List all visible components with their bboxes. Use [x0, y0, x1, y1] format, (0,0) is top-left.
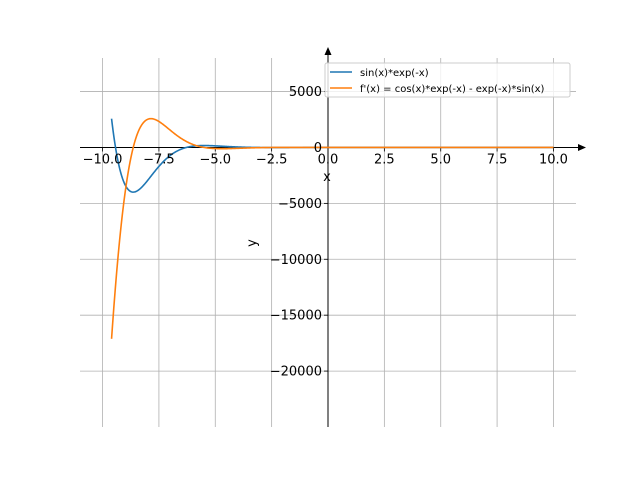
- series-lines: [110, 117, 554, 339]
- x-tick-label-3: −2.5: [256, 152, 288, 167]
- y-tick-label-0: 5000: [289, 85, 322, 100]
- x-axis-arrow: [578, 143, 586, 151]
- x-tick-label-1: −7.5: [143, 152, 175, 167]
- x-tick-label-6: 5.0: [430, 152, 451, 167]
- legend-frame: [324, 62, 571, 98]
- y-tick-label-3: −10000: [270, 253, 322, 268]
- x-tick-label-0: −10.0: [83, 152, 123, 167]
- series-line-2: [110, 117, 554, 339]
- y-tick-label-2: −5000: [278, 197, 322, 212]
- x-tick-label-4: 0.0: [318, 152, 339, 167]
- y-axis-label: y: [245, 239, 260, 247]
- x-axis-label: x: [323, 170, 331, 185]
- x-tick-label-8: 10.0: [539, 152, 568, 167]
- legend-label-series-2: f'(x) = cos(x)*exp(-x) - exp(-x)*sin(x): [360, 84, 545, 95]
- y-tick-label-1: 0: [314, 141, 322, 156]
- x-tick-label-2: −5.0: [199, 152, 231, 167]
- legend-label-series-1: sin(x)*exp(-x): [360, 68, 429, 79]
- y-tick-label-4: −15000: [270, 309, 322, 324]
- tick-labels: −10.0 −7.5 −5.0 −2.5 0.0 2.5 5.0 7.5 10.0 5000 0 −5…: [83, 85, 568, 380]
- y-axis-arrow: [324, 47, 332, 55]
- y-tick-label-5: −20000: [270, 365, 322, 380]
- x-tick-label-7: 7.5: [487, 152, 508, 167]
- x-tick-label-5: 2.5: [374, 152, 395, 167]
- legend: sin(x)*exp(-x) f'(x) = cos(x)*exp(-x) - …: [324, 62, 571, 98]
